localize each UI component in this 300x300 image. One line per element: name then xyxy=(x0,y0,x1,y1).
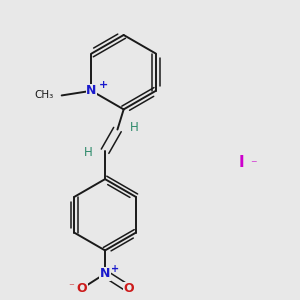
Text: H: H xyxy=(84,146,92,159)
Text: H: H xyxy=(130,122,139,134)
Text: I: I xyxy=(238,154,244,169)
Text: O: O xyxy=(76,282,87,295)
Text: +: + xyxy=(99,80,108,90)
Text: CH₃: CH₃ xyxy=(35,90,54,100)
Text: N: N xyxy=(100,267,110,280)
Text: ⁻: ⁻ xyxy=(250,159,257,172)
Text: +: + xyxy=(111,264,119,274)
Text: ⁻: ⁻ xyxy=(68,282,74,292)
Text: O: O xyxy=(123,282,134,295)
Text: N: N xyxy=(86,84,97,97)
